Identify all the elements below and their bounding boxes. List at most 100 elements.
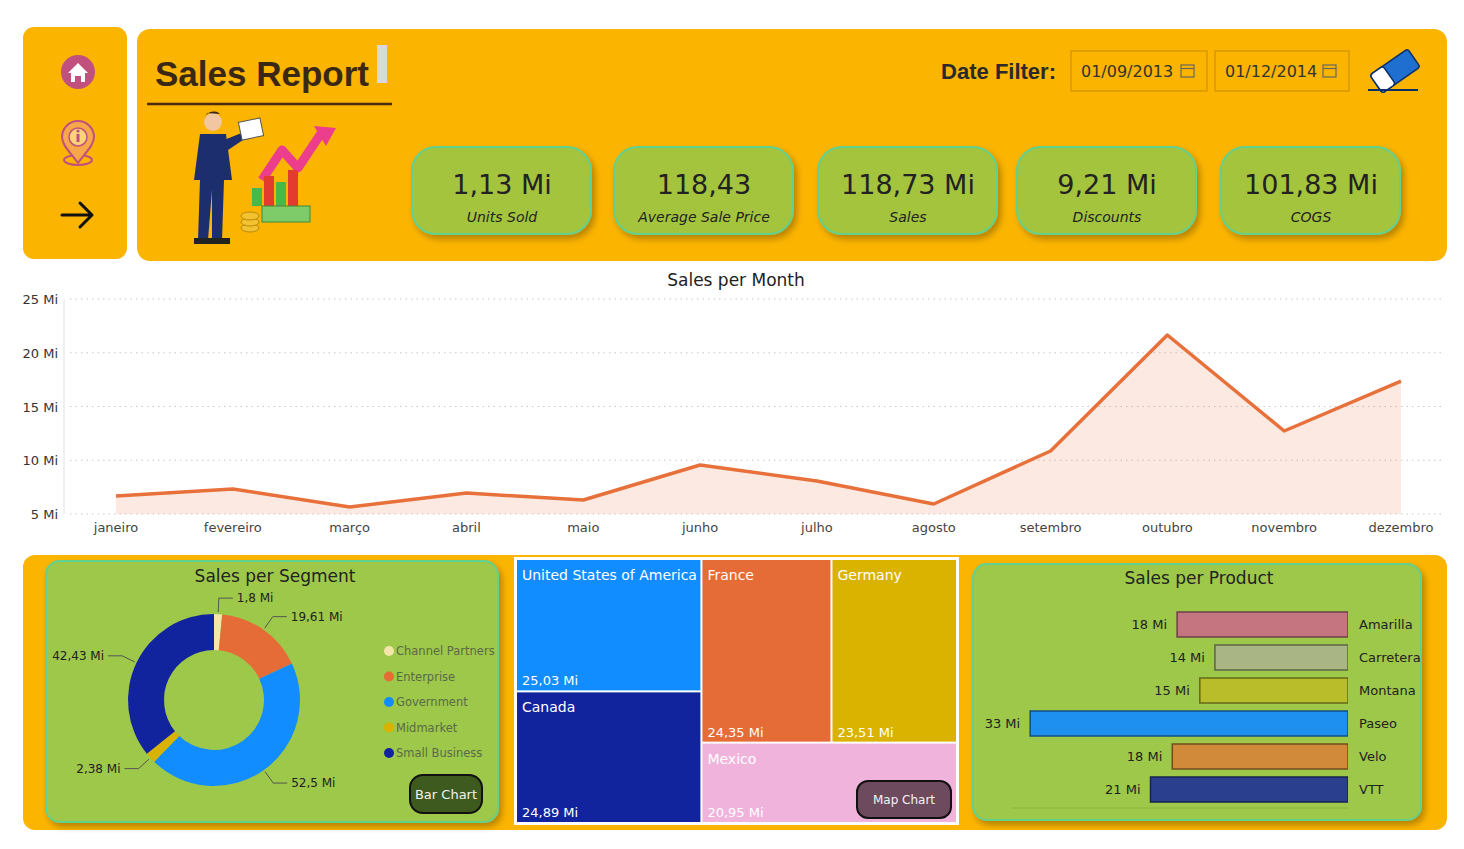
date-box xyxy=(1215,51,1349,91)
calendar-line xyxy=(1181,68,1194,69)
legend-label: Enterprise xyxy=(396,670,455,684)
info-i-dot xyxy=(76,129,79,132)
plot-area xyxy=(116,335,1401,514)
data-label: 20,95 Mi xyxy=(707,805,763,820)
kpi-label: COGS xyxy=(1291,209,1332,225)
plot-area xyxy=(1030,612,1348,802)
next-arrow xyxy=(62,203,92,227)
date-input[interactable]: 01/12/2014 xyxy=(1215,51,1349,91)
bar xyxy=(1151,777,1348,802)
ill-bar xyxy=(276,182,286,206)
legend-swatch xyxy=(384,723,394,733)
legend-swatch xyxy=(384,697,394,707)
date-input[interactable]: 01/09/2013 xyxy=(1071,51,1207,91)
bottom-panel xyxy=(23,555,1447,830)
y-tick-label: 15 Mi xyxy=(22,400,58,415)
category-label: Amarilla xyxy=(1359,617,1413,632)
bar xyxy=(1177,612,1348,637)
data-label: 19,61 Mi xyxy=(291,610,343,624)
leader-line xyxy=(265,617,287,628)
leader-line xyxy=(108,656,135,662)
legend-swatch xyxy=(384,748,394,758)
data-label: 42,43 Mi xyxy=(52,649,104,663)
ill-shoe xyxy=(212,238,230,244)
legend-label: Government xyxy=(396,695,468,709)
x-tick-label: maio xyxy=(567,520,599,535)
bar xyxy=(1030,711,1348,736)
leader-line xyxy=(265,772,287,783)
chart-card xyxy=(973,564,1421,820)
data-label: 2,38 Mi xyxy=(76,762,120,776)
grid-line xyxy=(70,352,1445,353)
treemap: United States of America25,03 MiCanada24… xyxy=(514,557,959,825)
chart-title: Sales per Month xyxy=(667,270,805,290)
leader-line xyxy=(218,598,233,612)
line-chart: Sales per Month5 Mi10 Mi15 Mi20 Mi25 Mij… xyxy=(22,270,1445,535)
x-tick-label: novembro xyxy=(1251,520,1317,535)
kpi-value: 101,83 Mi xyxy=(1244,169,1378,200)
category-label: Velo xyxy=(1359,749,1386,764)
treemap-label: Canada xyxy=(522,699,575,715)
chart-card xyxy=(46,561,498,822)
map-chart-button[interactable]: Map Chart xyxy=(857,781,951,818)
ill-tablet xyxy=(238,118,263,140)
date-filter-label: Date Filter: xyxy=(941,59,1056,84)
treemap-cell xyxy=(832,560,956,742)
home-circle xyxy=(61,55,95,89)
treemap-bg xyxy=(514,557,959,825)
y-tick-label: 20 Mi xyxy=(22,346,58,361)
donut-slice xyxy=(154,664,300,786)
ill-shoe xyxy=(194,238,212,244)
clear-filter-icon[interactable] xyxy=(1368,49,1420,93)
x-tick-label: janeiro xyxy=(93,520,138,535)
ill-head xyxy=(204,113,222,131)
x-tick-label: dezembro xyxy=(1369,520,1434,535)
x-tick-label: abril xyxy=(452,520,481,535)
calendar-icon xyxy=(1181,65,1194,77)
x-tick-label: agosto xyxy=(912,520,956,535)
eraser-line xyxy=(1368,89,1418,91)
title-underline xyxy=(147,103,392,106)
ill-bar xyxy=(264,176,274,206)
date-box xyxy=(1071,51,1207,91)
chart-title: Sales per Product xyxy=(1125,568,1274,588)
nav-panel xyxy=(23,27,127,259)
info-dot xyxy=(69,128,87,146)
kpi-label: Units Sold xyxy=(467,209,538,225)
y-tick-label: 25 Mi xyxy=(22,292,58,307)
grid-line xyxy=(70,299,1445,300)
bar-chart: Sales per ProductAmarilla18 MiCarretera1… xyxy=(973,564,1421,820)
kpi-label: Discounts xyxy=(1073,209,1142,225)
kpi-card: 118,43Average Sale Price xyxy=(614,147,793,234)
kpi-card-bg xyxy=(1017,147,1196,234)
eraser-body xyxy=(1370,49,1420,93)
line-area xyxy=(116,335,1401,514)
data-label: 18 Mi xyxy=(1132,617,1168,632)
chart-title: Sales per Segment xyxy=(195,566,356,586)
legend-label: Channel Partners xyxy=(396,644,495,658)
button-label: Map Chart xyxy=(873,793,935,807)
button-bg xyxy=(857,781,951,818)
kpi-card: 118,73 MiSales xyxy=(818,147,997,234)
info-icon[interactable] xyxy=(62,121,94,165)
treemap-cell xyxy=(517,692,700,822)
next-icon[interactable] xyxy=(62,203,92,227)
bar-chart-button[interactable]: Bar Chart xyxy=(410,775,482,813)
data-label: 15 Mi xyxy=(1154,683,1190,698)
kpi-card: 9,21 MiDiscounts xyxy=(1017,147,1196,234)
illustration xyxy=(194,111,336,244)
treemap-cell xyxy=(517,560,700,690)
kpi-card-bg xyxy=(614,147,793,234)
data-label: 21 Mi xyxy=(1105,782,1141,797)
ill-coin xyxy=(241,212,259,220)
x-tick-label: setembro xyxy=(1020,520,1082,535)
x-tick-label: julho xyxy=(800,520,833,535)
bar xyxy=(1172,744,1348,769)
x-tick-label: junho xyxy=(681,520,718,535)
kpi-card: 101,83 Mi COGS xyxy=(1221,147,1400,234)
home-icon[interactable] xyxy=(61,55,95,89)
ill-arrowhead xyxy=(314,126,336,146)
dashboard: Sales ReportDate Filter:01/09/201301/12/… xyxy=(0,0,1464,849)
button-label: Bar Chart xyxy=(415,787,477,802)
kpi-card-bg xyxy=(412,147,591,234)
